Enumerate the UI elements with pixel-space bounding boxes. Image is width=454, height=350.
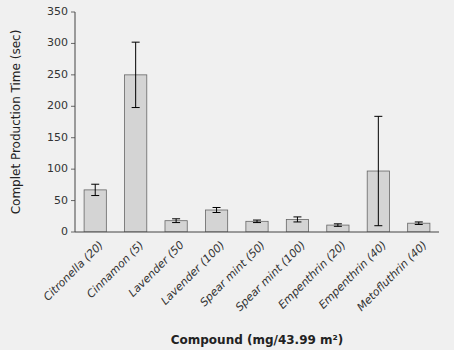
error-bar — [132, 42, 140, 107]
x-axis-line — [75, 232, 439, 233]
y-tick — [71, 169, 75, 170]
error-bar — [91, 184, 99, 195]
y-tick — [71, 200, 75, 201]
x-tick-label: Spear mint (100) — [233, 239, 308, 314]
y-tick — [71, 232, 75, 233]
error-bar — [172, 219, 180, 223]
error-bar — [374, 116, 382, 225]
y-tick-label: 100 — [47, 162, 68, 175]
x-tick-label: Empenthrin (40) — [316, 239, 389, 312]
y-axis: 0 50 100 150 200 250 300 350 — [47, 5, 75, 238]
y-tick-label: 200 — [47, 99, 68, 112]
background — [0, 0, 454, 350]
y-tick-label: 0 — [61, 225, 68, 238]
error-bar — [415, 222, 423, 225]
error-bar — [213, 207, 221, 212]
y-tick — [71, 74, 75, 75]
y-axis-line — [75, 12, 76, 232]
x-tick-label: Empenthrin (20) — [276, 239, 349, 312]
x-tick-label: Metofluthrin (40) — [354, 239, 429, 314]
x-axis: Citronella (20)Cinnamon (5)Lavender (50L… — [41, 239, 430, 314]
y-tick-label: 300 — [47, 36, 68, 49]
y-tick — [71, 137, 75, 138]
chart: 0 50 100 150 200 250 300 350 Citronella (20)Cinn… — [0, 0, 454, 350]
bar — [84, 190, 106, 232]
y-tick — [71, 12, 75, 13]
bar — [205, 210, 227, 232]
y-tick — [71, 43, 75, 44]
y-tick-label: 50 — [54, 194, 68, 207]
y-tick-label: 250 — [47, 68, 68, 81]
x-axis-title: Compound (mg/43.99 m²) — [171, 333, 344, 347]
error-bar — [293, 217, 301, 222]
y-tick — [71, 106, 75, 107]
y-tick-label: 150 — [47, 131, 68, 144]
y-axis-title: Complet Production Time (sec) — [9, 30, 23, 215]
error-bar — [334, 224, 342, 227]
error-bar — [253, 220, 261, 223]
bars — [84, 42, 430, 232]
y-tick-label: 350 — [47, 5, 68, 18]
